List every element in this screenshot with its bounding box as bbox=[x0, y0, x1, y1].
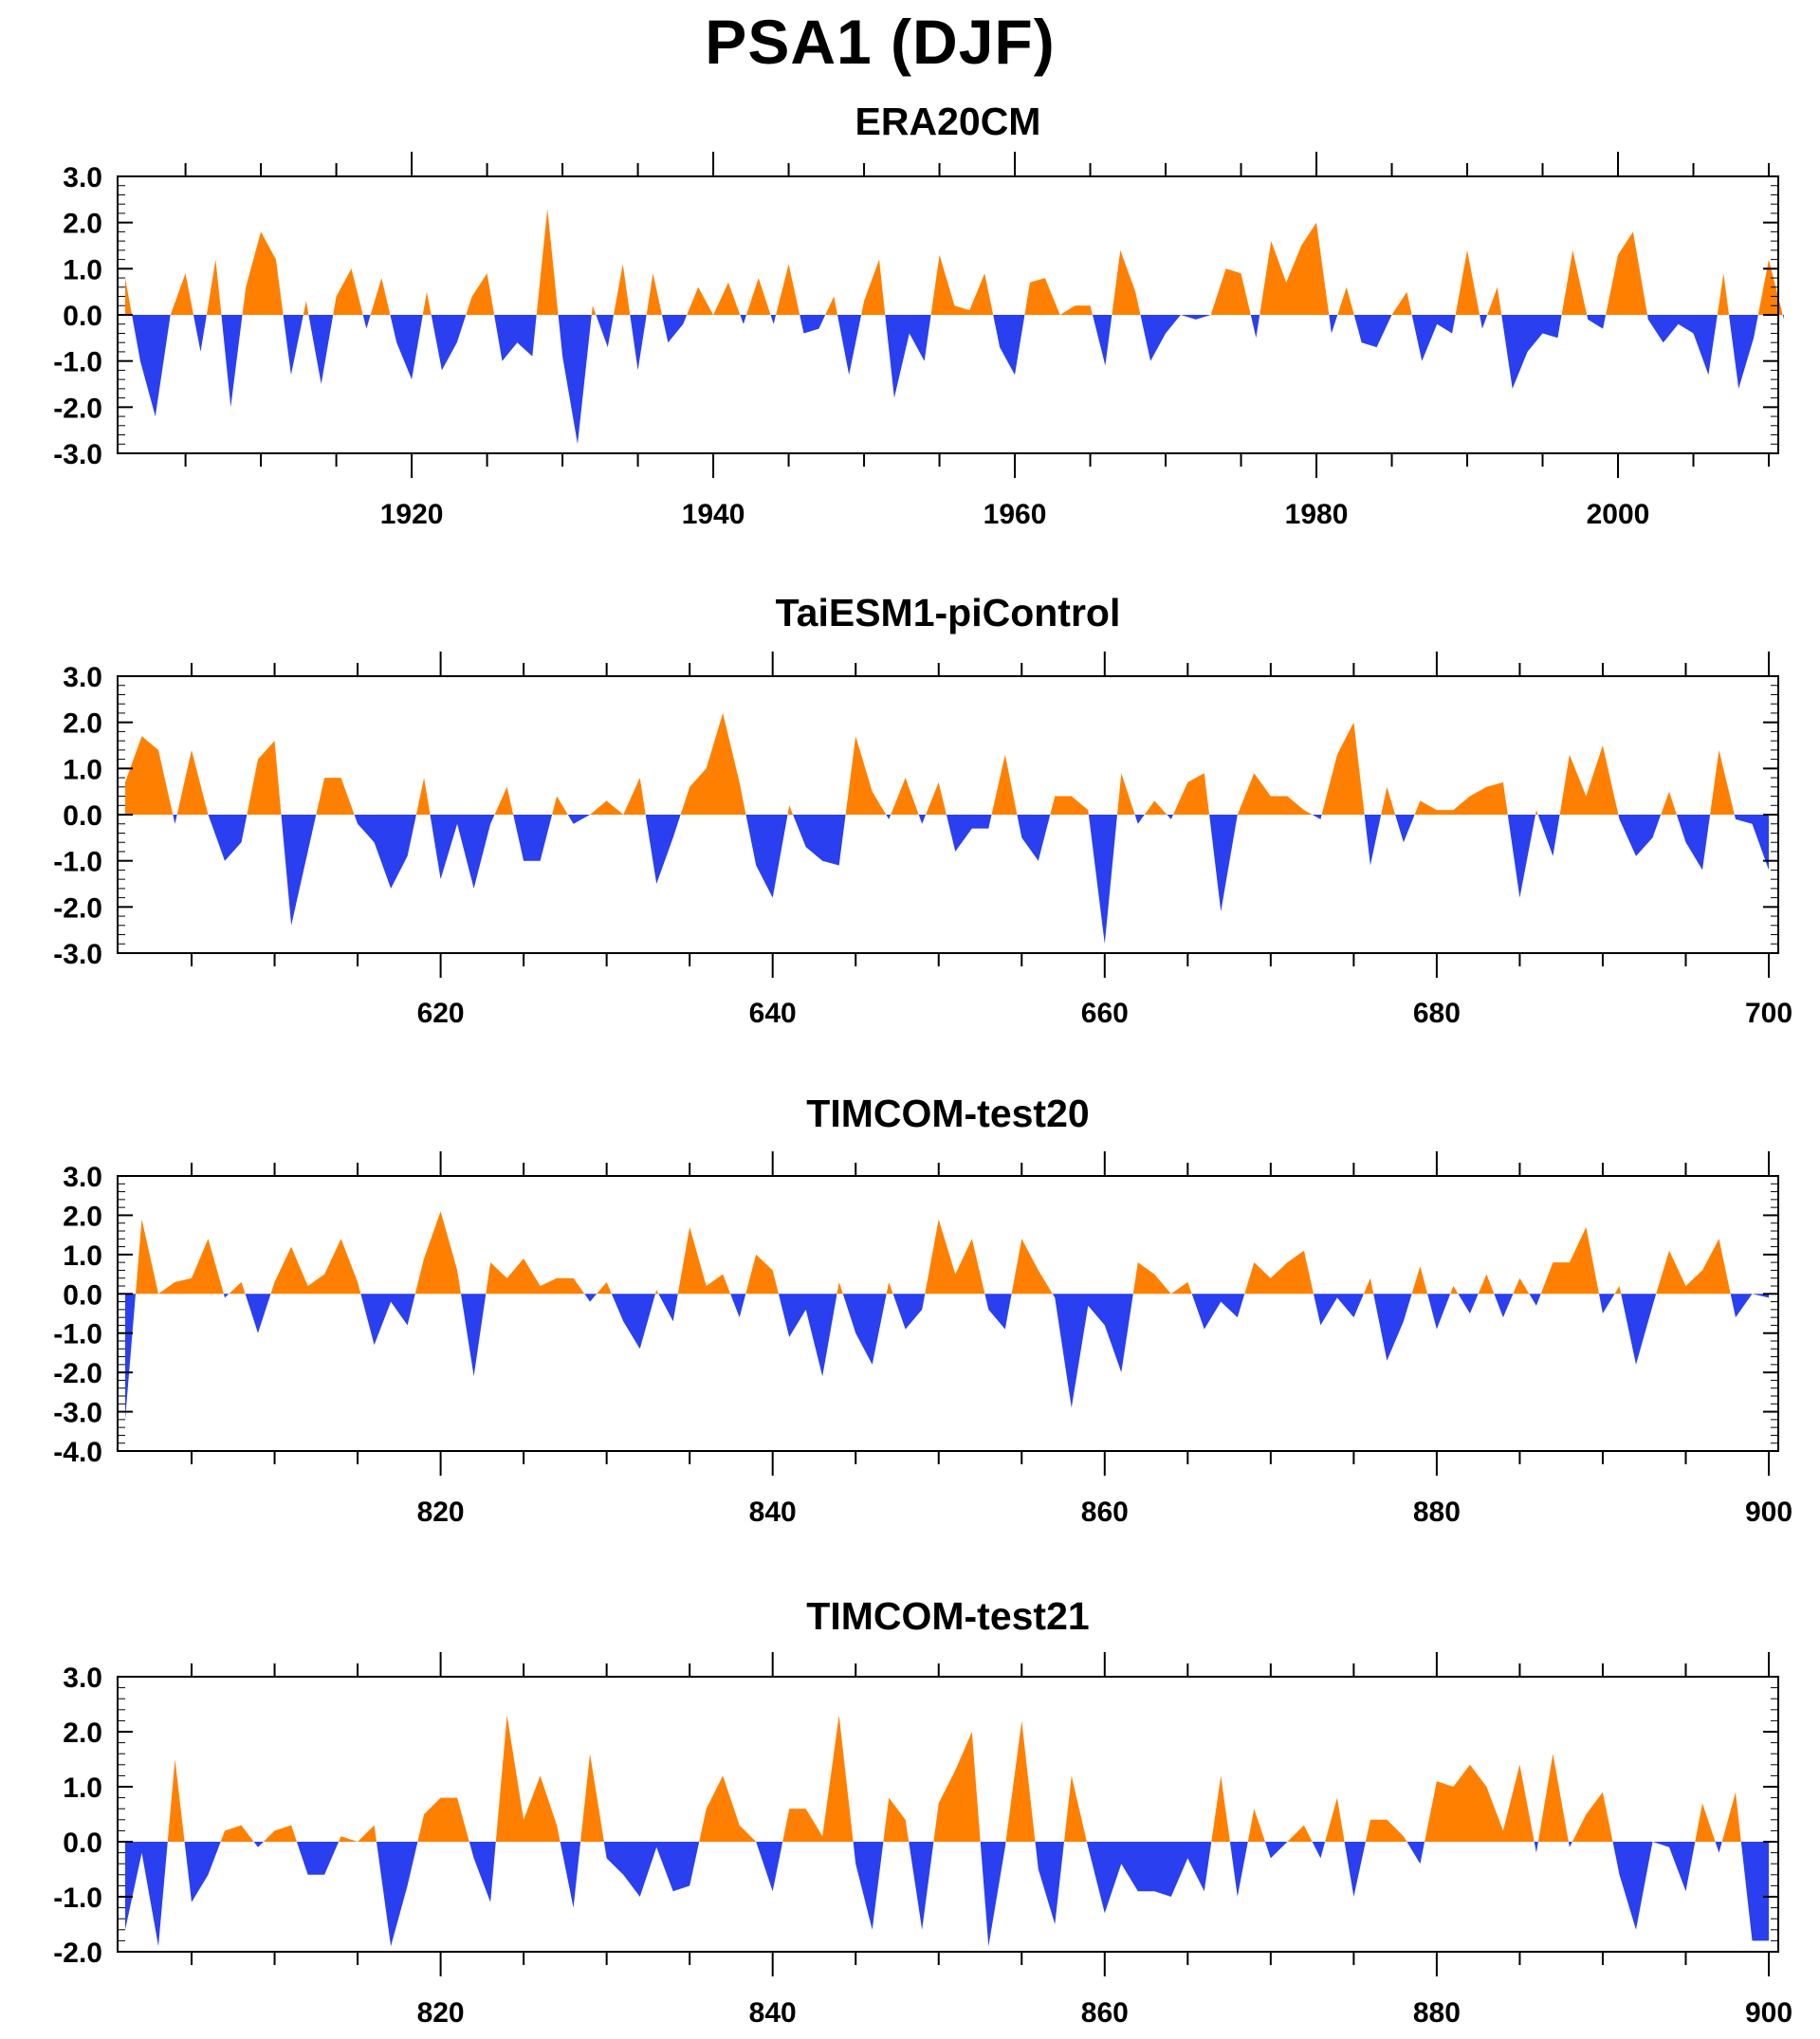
y-tick-label: 2.0 bbox=[63, 708, 102, 740]
panel-title: ERA20CM bbox=[855, 100, 1041, 143]
positive-area bbox=[125, 712, 1769, 815]
x-tick-label: 680 bbox=[1413, 998, 1461, 1029]
y-tick-label: 1.0 bbox=[63, 254, 102, 285]
x-tick-label: 880 bbox=[1413, 1997, 1461, 2029]
negative-area bbox=[125, 1294, 1769, 1420]
x-tick-label: 1920 bbox=[380, 499, 444, 530]
y-tick-label: -4.0 bbox=[53, 1437, 102, 1468]
y-tick-label: 3.0 bbox=[63, 1162, 102, 1193]
y-tick-label: -3.0 bbox=[53, 1398, 102, 1429]
y-tick-label: 3.0 bbox=[63, 162, 102, 193]
y-tick-label: 2.0 bbox=[63, 1718, 102, 1749]
y-tick-label: 0.0 bbox=[63, 1828, 102, 1859]
y-tick-label: -3.0 bbox=[53, 939, 102, 970]
x-tick-label: 640 bbox=[749, 998, 797, 1029]
y-tick-label: 0.0 bbox=[63, 301, 102, 332]
y-tick-label: -2.0 bbox=[53, 1938, 102, 1969]
x-tick-label: 900 bbox=[1745, 1997, 1792, 2029]
x-tick-label: 900 bbox=[1745, 1497, 1792, 1528]
y-tick-label: -2.0 bbox=[53, 393, 102, 424]
x-tick-label: 840 bbox=[749, 1497, 797, 1528]
y-tick-label: -1.0 bbox=[53, 1883, 102, 1914]
positive-area bbox=[125, 209, 1784, 315]
negative-area bbox=[125, 315, 1784, 445]
y-tick-label: 3.0 bbox=[63, 1662, 102, 1694]
y-tick-label: 1.0 bbox=[63, 1240, 102, 1272]
x-tick-label: 820 bbox=[417, 1997, 465, 2029]
y-tick-label: -1.0 bbox=[53, 347, 102, 378]
x-tick-label: 620 bbox=[417, 998, 465, 1029]
y-tick-label: -2.0 bbox=[53, 1358, 102, 1389]
x-tick-label: 700 bbox=[1745, 998, 1792, 1029]
chart-panel-1: ERA20CM 3.0 2.0 1.0 0.0 -1.0 -2.0 -3.0 1920 1940 1… bbox=[53, 100, 1784, 530]
chart-panel-4: TIMCOM-test21 3.0 2.0 1.0 0.0 -1.0 -2.0 820 840 8… bbox=[53, 1594, 1792, 2029]
figure-title: PSA1 (DJF) bbox=[705, 7, 1056, 77]
y-tick-label: 0.0 bbox=[63, 1279, 102, 1311]
panel-title: TaiESM1-piControl bbox=[776, 591, 1121, 634]
y-tick-label: 2.0 bbox=[63, 209, 102, 240]
y-tick-label: -3.0 bbox=[53, 439, 102, 470]
x-tick-label: 2000 bbox=[1587, 499, 1650, 530]
x-tick-label: 880 bbox=[1413, 1497, 1461, 1528]
y-tick-label: -1.0 bbox=[53, 847, 102, 878]
y-tick-label: 0.0 bbox=[63, 800, 102, 832]
y-tick-label: 1.0 bbox=[63, 1773, 102, 1804]
positive-area bbox=[125, 1211, 1769, 1295]
chart-panel-2: TaiESM1-piControl 3.0 2.0 1.0 0.0 -1.0 -2.0 -3.… bbox=[53, 591, 1792, 1029]
x-tick-label: 860 bbox=[1081, 1497, 1129, 1528]
x-tick-label: 860 bbox=[1081, 1997, 1129, 2029]
y-tick-label: -1.0 bbox=[53, 1319, 102, 1350]
y-tick-label: 3.0 bbox=[63, 662, 102, 693]
x-tick-label: 1940 bbox=[682, 499, 745, 530]
y-tick-label: 1.0 bbox=[63, 754, 102, 785]
x-tick-label: 1960 bbox=[984, 499, 1047, 530]
panel-title: TIMCOM-test20 bbox=[806, 1092, 1089, 1135]
negative-area bbox=[125, 1842, 1769, 1947]
y-tick-label: -2.0 bbox=[53, 892, 102, 924]
plot-frame bbox=[117, 1676, 1779, 1953]
negative-area bbox=[125, 815, 1769, 945]
x-tick-label: 820 bbox=[417, 1497, 465, 1528]
plot-frame bbox=[117, 1175, 1779, 1452]
x-tick-label: 660 bbox=[1081, 998, 1129, 1029]
x-tick-label: 1980 bbox=[1285, 499, 1349, 530]
y-tick-label: 2.0 bbox=[63, 1201, 102, 1232]
x-tick-label: 840 bbox=[749, 1997, 797, 2029]
positive-area bbox=[125, 1715, 1769, 1842]
chart-panel-3: TIMCOM-test20 3.0 2.0 1.0 0.0 -1.0 -2.0 -3.0 -4.… bbox=[53, 1092, 1792, 1528]
panel-title: TIMCOM-test21 bbox=[806, 1594, 1089, 1638]
